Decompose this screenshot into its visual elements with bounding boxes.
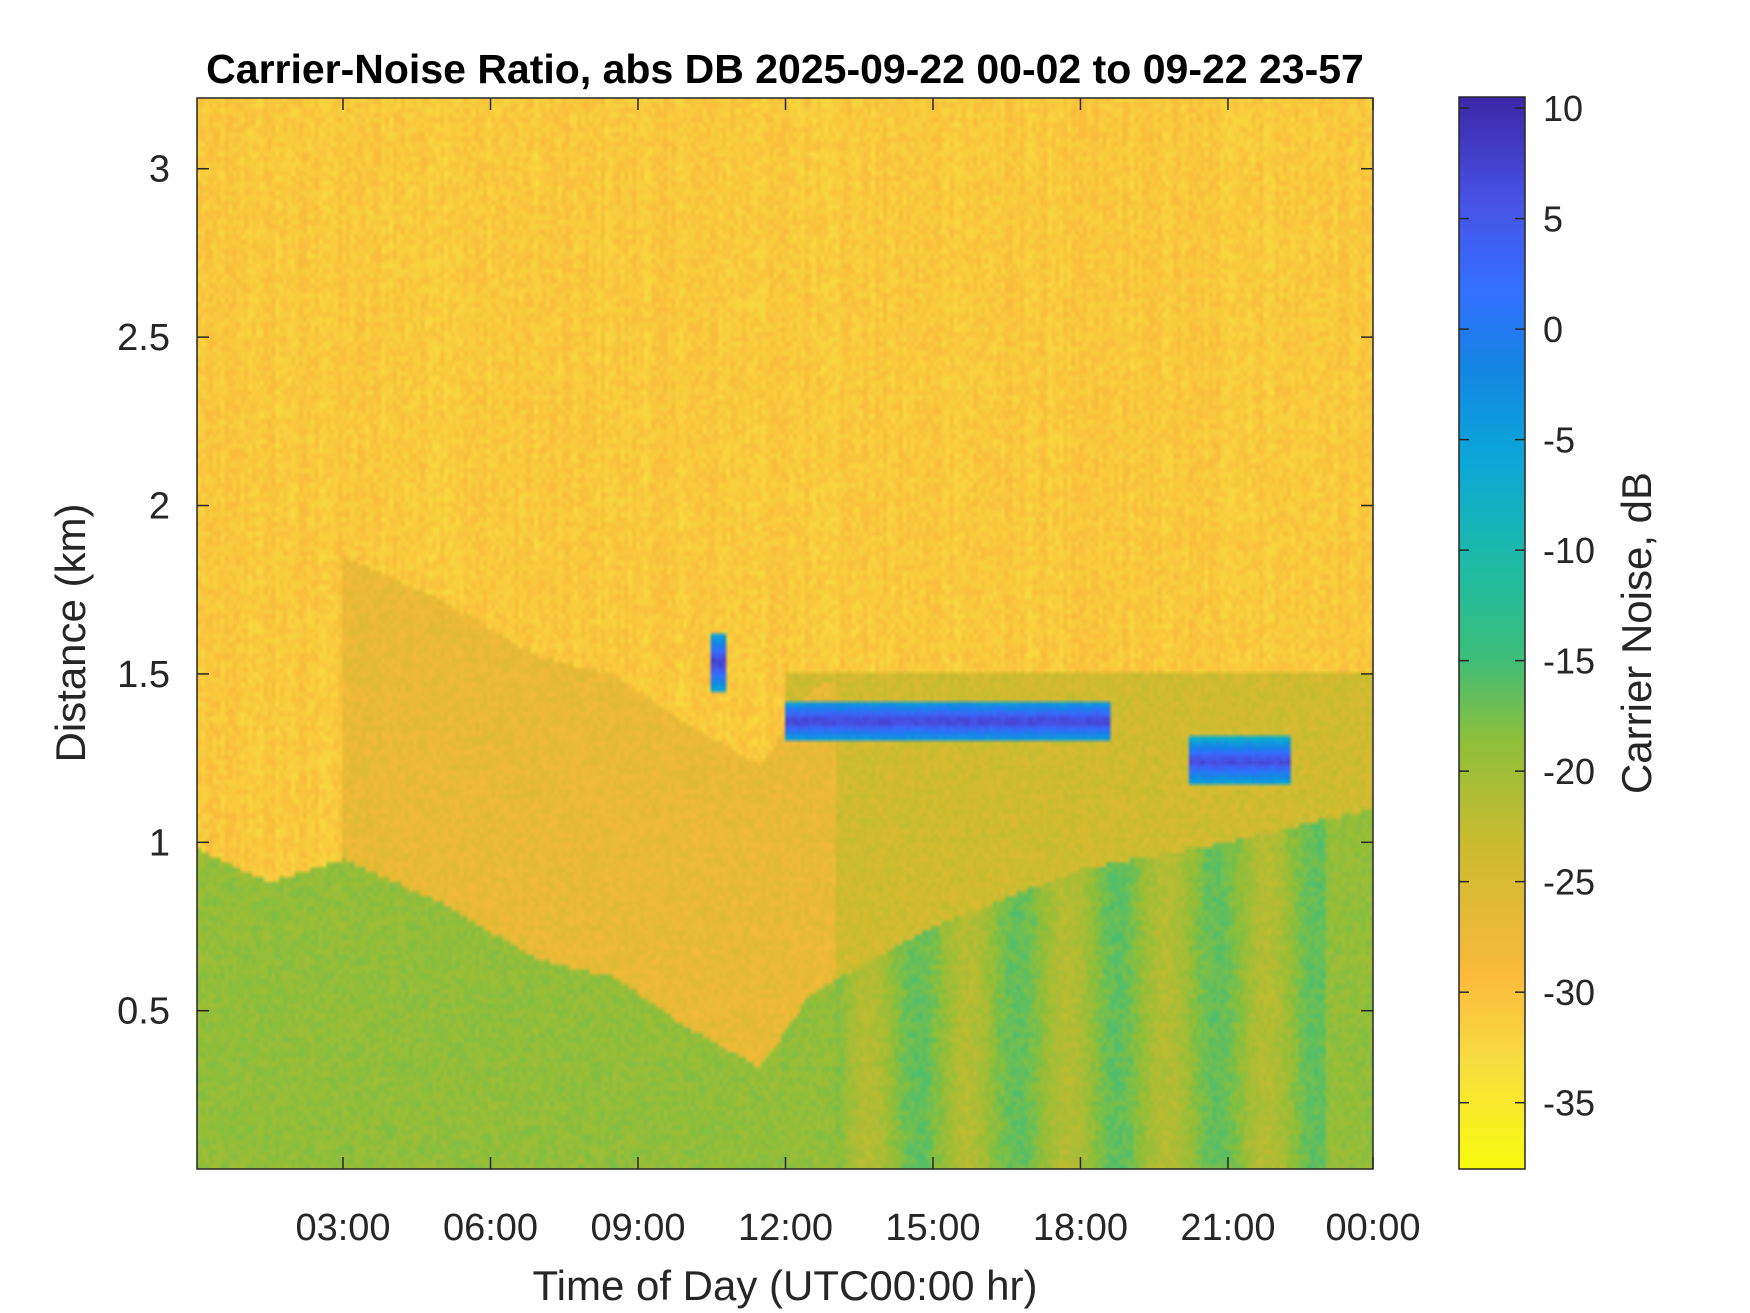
y-tick-label: 3 <box>149 149 170 191</box>
colorbar-tick-label: -35 <box>1543 1083 1595 1124</box>
y-tick-label: 1 <box>149 822 170 864</box>
colorbar-tick-label: -20 <box>1543 751 1595 792</box>
colorbar-tick-label: -25 <box>1543 862 1595 903</box>
x-tick-label: 18:00 <box>1033 1207 1128 1249</box>
x-axis: 03:00 06:00 09:00 12:00 15:00 18:00 21:00 00:00 <box>295 98 1421 1249</box>
chart-title: Carrier-Noise Ratio, abs DB 2025-09-22 0… <box>206 46 1364 92</box>
colorbar-tick-label: -5 <box>1543 420 1575 461</box>
y-axis: 0.5 1 1.5 2 2.5 3 <box>117 149 1373 1033</box>
colorbar-tick-label: 0 <box>1543 309 1563 350</box>
colorbar-axis: 10 5 0 -5 -10 -15 -20 -25 -30 -35 <box>1459 88 1595 1124</box>
x-tick-label: 15:00 <box>885 1207 980 1249</box>
colorbar-tick-label: -10 <box>1543 530 1595 571</box>
x-tick-label: 00:00 <box>1325 1207 1420 1249</box>
x-tick-label: 06:00 <box>443 1207 538 1249</box>
x-tick-label: 21:00 <box>1180 1207 1275 1249</box>
colorbar-tick-label: 10 <box>1543 88 1583 129</box>
x-tick-label: 03:00 <box>295 1207 390 1249</box>
x-tick-label: 09:00 <box>590 1207 685 1249</box>
colorbar-label: Carrier Noise, dB <box>1613 472 1660 794</box>
y-tick-label: 0.5 <box>117 991 170 1033</box>
colorbar <box>1458 96 1526 1170</box>
x-axis-label: Time of Day (UTC00:00 hr) <box>533 1262 1038 1309</box>
y-tick-label: 2.5 <box>117 317 170 359</box>
y-tick-label: 1.5 <box>117 654 170 696</box>
y-axis-label: Distance (km) <box>47 503 94 762</box>
colorbar-tick-label: -15 <box>1543 641 1595 682</box>
heatmap-image <box>197 98 1373 1169</box>
x-tick-label: 12:00 <box>738 1207 833 1249</box>
y-tick-label: 2 <box>149 486 170 528</box>
colorbar-tick-label: 5 <box>1543 199 1563 240</box>
colorbar-tick-label: -30 <box>1543 972 1595 1013</box>
